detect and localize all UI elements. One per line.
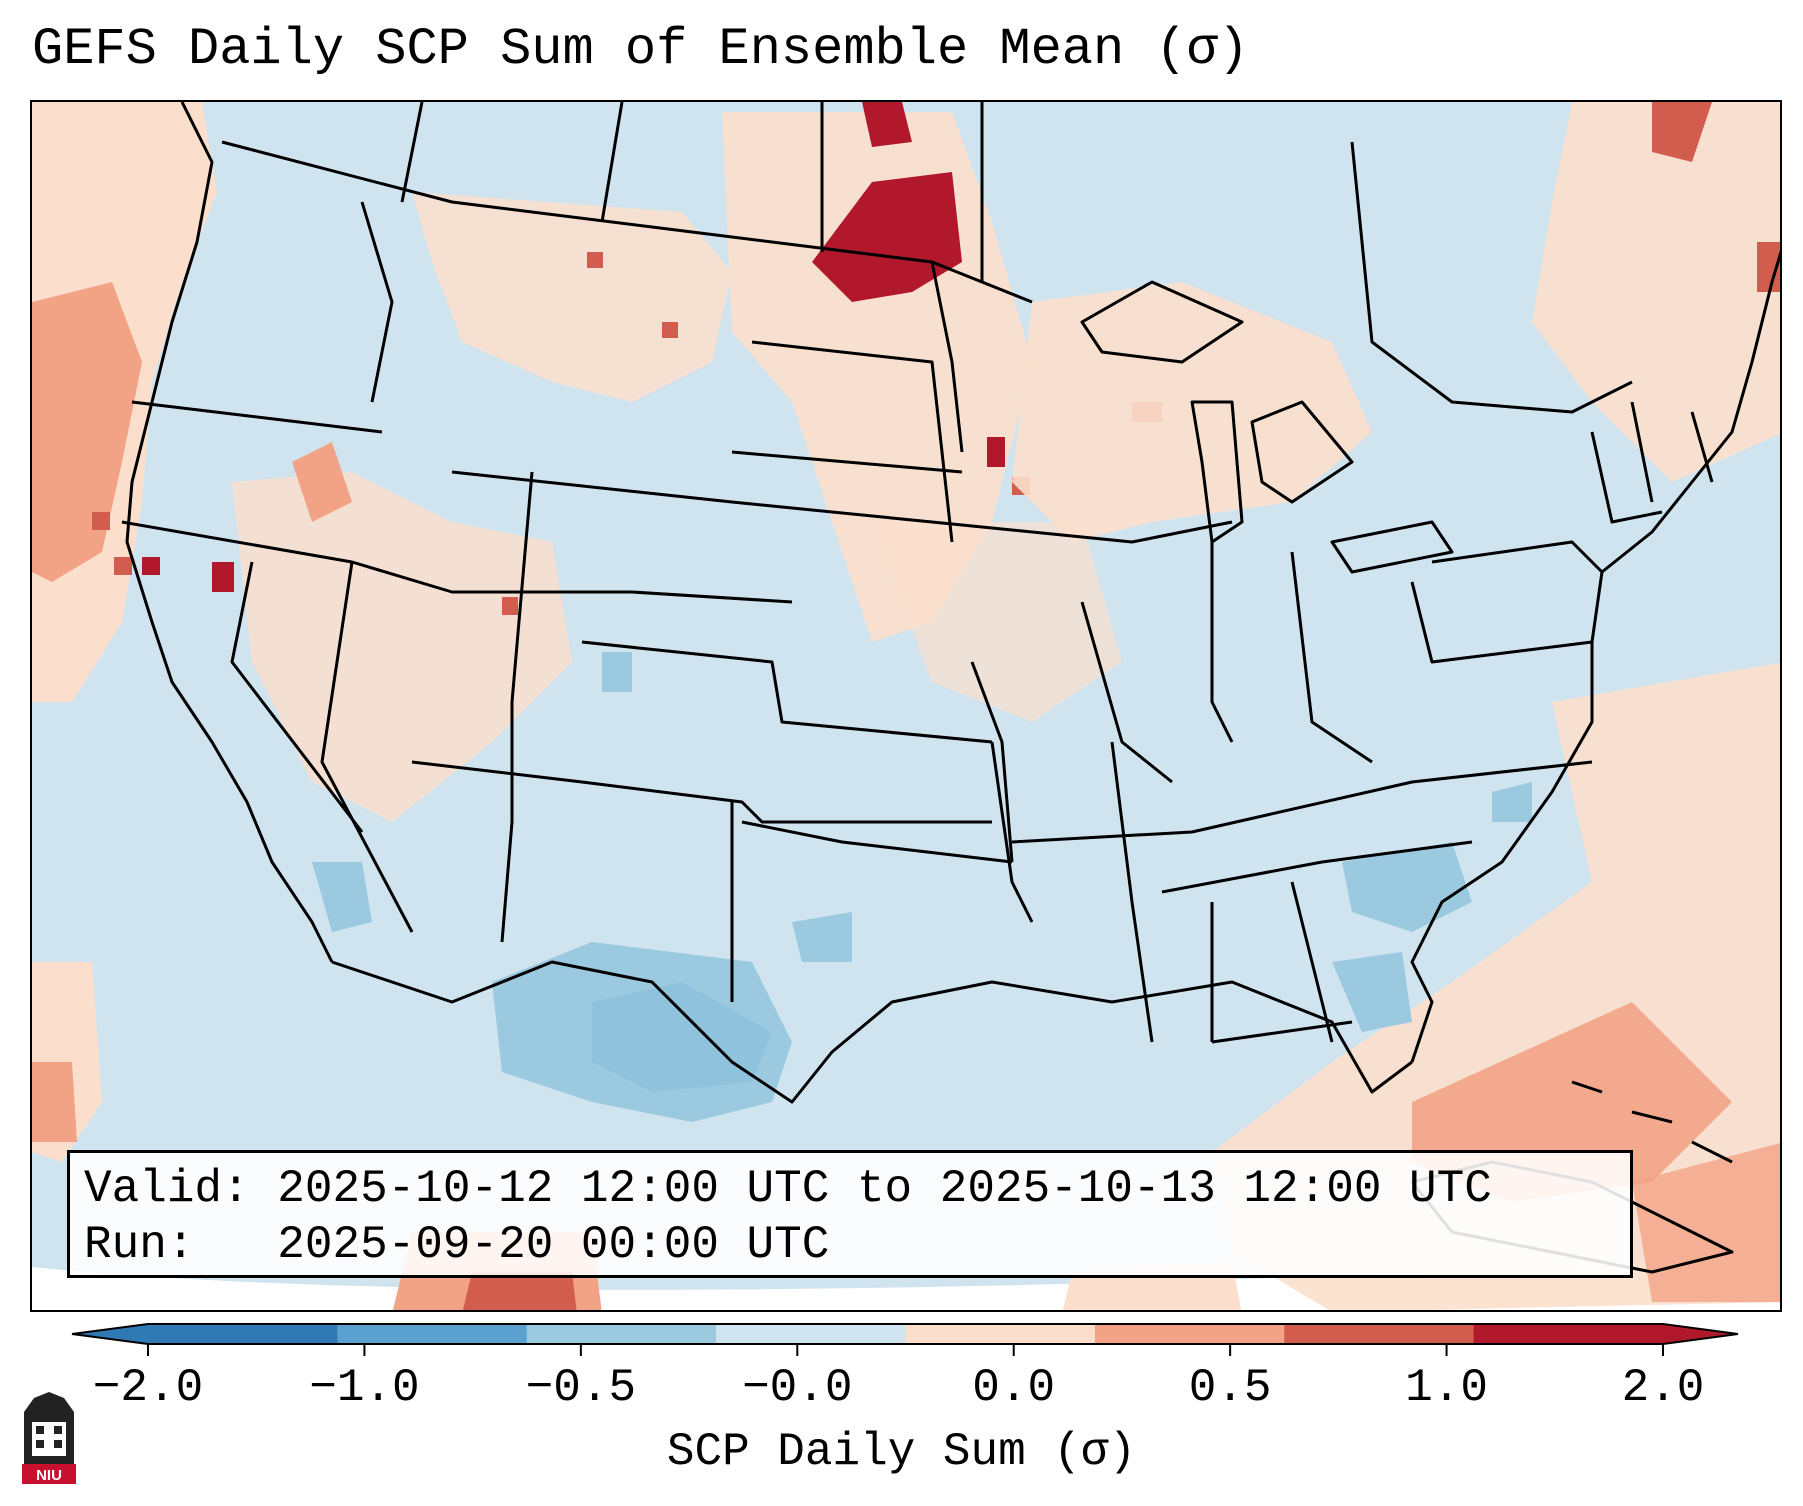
colorbar-tick-label: −0.5: [525, 1362, 637, 1414]
colorbar-extend-low: [72, 1324, 148, 1344]
map-panel: [30, 100, 1782, 1312]
northern-plains-anomaly: [412, 102, 1162, 642]
midwest-anomaly: [872, 282, 1372, 722]
run-label: Run:: [84, 1219, 195, 1271]
negative-anomaly: [312, 652, 1532, 1122]
colorbar-segment: [337, 1324, 528, 1344]
colorbar-segment: [905, 1324, 1096, 1344]
niu-logo: NIU: [22, 1392, 76, 1484]
colorbar-segment: [1094, 1324, 1285, 1344]
colorbar-segment: [1473, 1324, 1664, 1344]
valid-run-info: Valid: 2025-10-12 12:00 UTC to 2025-10-1…: [67, 1150, 1633, 1278]
colorbar: [71, 1323, 1739, 1356]
colorbar-segment: [148, 1324, 338, 1344]
colorbar-tick-label: −0.0: [742, 1362, 853, 1414]
boundaries: [121, 102, 1780, 1274]
colorbar-segment: [716, 1324, 906, 1344]
pacific-anomaly-field: [32, 102, 217, 1162]
colorbar-tick-label: 0.0: [972, 1362, 1056, 1414]
colorbar-tick-label: −1.0: [309, 1362, 420, 1414]
colorbar-segment: [1284, 1324, 1475, 1344]
west-anomaly: [142, 442, 572, 822]
map-svg: [32, 102, 1780, 1310]
colorbar-tick-label: −2.0: [92, 1362, 204, 1414]
colorbar-extend-high: [1663, 1324, 1738, 1344]
colorbar-segment: [526, 1324, 717, 1344]
chart-title: GEFS Daily SCP Sum of Ensemble Mean (σ): [32, 20, 1249, 79]
run-value: 2025-09-20 00:00 UTC: [277, 1219, 830, 1271]
colorbar-label: SCP Daily Sum (σ): [666, 1426, 1137, 1478]
colorbar-tick-label: 0.5: [1188, 1362, 1272, 1414]
colorbar-tick-label: 1.0: [1405, 1362, 1488, 1414]
colorbar-tick-label: 2.0: [1621, 1362, 1705, 1414]
northeast-anomaly: [1532, 102, 1780, 482]
valid-label: Valid:: [84, 1163, 250, 1215]
valid-value: 2025-10-12 12:00 UTC to 2025-10-13 12:00…: [277, 1163, 1492, 1215]
logo-text: NIU: [36, 1467, 62, 1484]
